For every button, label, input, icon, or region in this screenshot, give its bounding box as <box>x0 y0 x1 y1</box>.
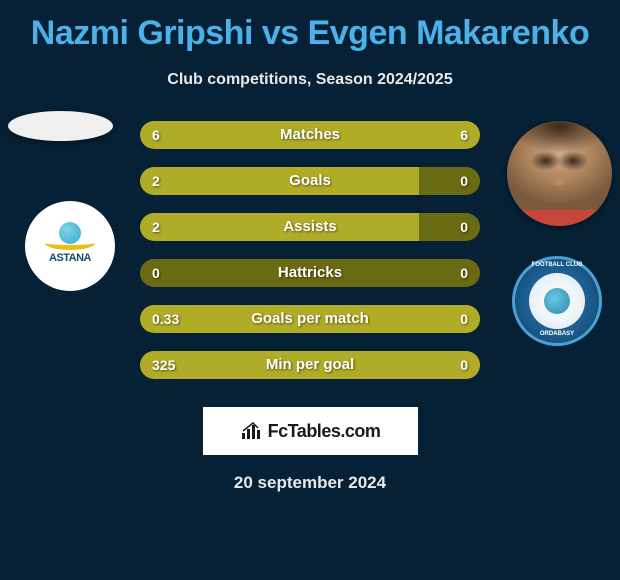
stat-row-matches: 66Matches <box>140 121 480 149</box>
club-left-name: ASTANA <box>49 252 91 264</box>
stat-label: Assists <box>140 213 480 241</box>
stat-row-goals-per-match: 0.330Goals per match <box>140 305 480 333</box>
astana-badge-inner: ASTANA <box>35 219 105 267</box>
brand-text: FcTables.com <box>268 421 381 442</box>
stat-row-goals: 20Goals <box>140 167 480 195</box>
player-left-avatar <box>8 111 113 141</box>
globe-icon <box>544 288 570 314</box>
player-right-avatar <box>507 121 612 226</box>
club-right-top-label: FOOTBALL CLUB <box>515 262 599 268</box>
stat-label: Goals per match <box>140 305 480 333</box>
brand-box: FcTables.com <box>203 407 418 455</box>
chart-icon <box>240 421 264 441</box>
stat-label: Matches <box>140 121 480 149</box>
player-left-club-badge: ASTANA <box>25 201 115 291</box>
ball-icon <box>59 222 81 244</box>
ordabasy-badge-inner <box>529 273 585 329</box>
player-right-club-badge: FOOTBALL CLUB ORDABASY <box>512 256 602 346</box>
page-subtitle: Club competitions, Season 2024/2025 <box>0 71 620 89</box>
stat-label: Goals <box>140 167 480 195</box>
stat-row-min-per-goal: 3250Min per goal <box>140 351 480 379</box>
stat-row-assists: 20Assists <box>140 213 480 241</box>
stats-bars: 66Matches 20Goals 20Assists 00Hattricks 0.33… <box>140 121 480 379</box>
stat-row-hattricks: 00Hattricks <box>140 259 480 287</box>
club-right-bot-label: ORDABASY <box>515 331 599 337</box>
page-title: Nazmi Gripshi vs Evgen Makarenko <box>0 0 620 53</box>
stat-label: Min per goal <box>140 351 480 379</box>
comparison-content: ASTANA FOOTBALL CLUB ORDABASY 66Matches 2… <box>0 121 620 379</box>
date-line: 20 september 2024 <box>0 473 620 493</box>
stat-label: Hattricks <box>140 259 480 287</box>
